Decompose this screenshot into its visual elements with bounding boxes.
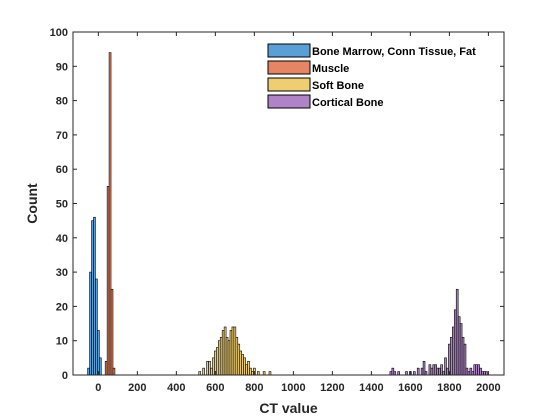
legend-swatch (267, 60, 311, 75)
legend-item: Cortical Bone (267, 94, 384, 109)
legend-label: Muscle (312, 63, 349, 75)
histogram-bar (110, 288, 114, 376)
histogram-bar (413, 371, 416, 376)
y-tick-label: 30 (56, 267, 68, 279)
histogram-bar (268, 371, 272, 376)
legend-item: Soft Bone (267, 77, 364, 92)
histogram-bar (416, 367, 420, 376)
y-axis-ticks: 0 10 20 30 40 50 60 70 80 90 100 (50, 27, 504, 382)
legend-item: Bone Marrow, Conn Tissue, Fat (267, 43, 476, 58)
y-axis-title: Count (24, 183, 40, 224)
histogram-bar (262, 371, 266, 376)
histogram-bar (485, 371, 488, 376)
legend-item: Muscle (267, 60, 349, 75)
x-tick-label: 200 (128, 382, 146, 394)
x-tick-label: 1200 (320, 382, 344, 394)
histogram-bar (198, 371, 202, 376)
y-tick-label: 80 (56, 96, 68, 108)
x-tick-label: 1800 (437, 382, 461, 394)
bars-layer (87, 52, 488, 376)
y-tick-label: 90 (56, 61, 68, 73)
histogram-bar (424, 371, 428, 376)
y-tick-label: 0 (62, 370, 68, 382)
legend-swatch (267, 43, 311, 58)
histogram-bar (202, 367, 205, 376)
legend-label: Cortical Bone (312, 97, 384, 109)
legend-swatch (267, 94, 311, 109)
y-tick-label: 70 (56, 130, 68, 142)
x-tick-label: 600 (206, 382, 224, 394)
histogram-bar (99, 357, 102, 376)
legend-swatch (267, 77, 311, 92)
x-axis-title: CT value (259, 400, 318, 416)
histogram-bar (256, 371, 260, 376)
y-tick-label: 100 (50, 27, 68, 39)
series-3-bars (198, 326, 272, 376)
y-tick-label: 20 (56, 301, 68, 313)
histogram-bar (393, 371, 397, 376)
legend-label: Soft Bone (312, 80, 364, 92)
histogram-bar (112, 367, 116, 376)
legend: Bone Marrow, Conn Tissue, Fat Muscle Soft … (267, 43, 476, 109)
y-tick-label: 60 (56, 164, 68, 176)
x-axis-ticks: 0 200 400 600 800 1000 1200 1400 1600 1800 2000 (95, 32, 501, 394)
histogram-bar (405, 371, 408, 376)
y-tick-label: 50 (56, 199, 68, 211)
histogram-bar (243, 357, 246, 376)
series-2-bars (104, 52, 116, 376)
legend-label: Bone Marrow, Conn Tissue, Fat (312, 46, 476, 58)
x-tick-label: 400 (167, 382, 185, 394)
series-4-bars (389, 288, 488, 376)
x-tick-label: 1600 (398, 382, 422, 394)
x-tick-label: 0 (95, 382, 101, 394)
y-tick-label: 10 (56, 336, 68, 348)
series-1-bars (87, 216, 102, 376)
x-tick-label: 1000 (281, 382, 305, 394)
histogram-bar (397, 371, 400, 376)
x-tick-label: 1400 (359, 382, 383, 394)
x-tick-label: 2000 (476, 382, 500, 394)
y-tick-label: 40 (56, 233, 68, 245)
x-tick-label: 800 (245, 382, 263, 394)
